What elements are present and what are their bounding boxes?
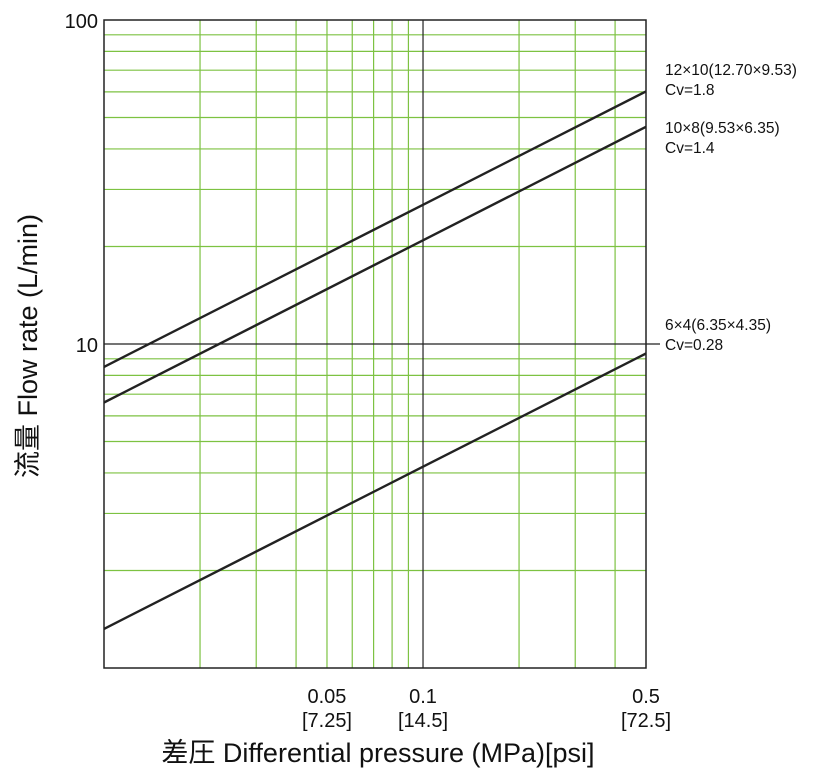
series-label-1: 12×10(12.70×9.53) — [665, 62, 797, 79]
x-tick-sublabel: [7.25] — [302, 710, 352, 732]
plot-border — [103, 19, 647, 669]
series-label-2: 10×8(9.53×6.35) — [665, 120, 780, 137]
series-cv-label-3: Cv=0.28 — [665, 337, 723, 354]
grid — [104, 20, 660, 668]
x-tick-sublabel: [14.5] — [398, 710, 448, 732]
y-tick-label: 100 — [65, 11, 98, 33]
x-tick-label: 0.1 — [409, 686, 437, 708]
series-label-3: 6×4(6.35×4.35) — [665, 317, 771, 334]
series-line-1 — [103, 90, 647, 368]
series-cv-label-1: Cv=1.8 — [665, 82, 715, 99]
plot-frame — [103, 19, 647, 669]
x-tick-sublabel: [72.5] — [621, 710, 671, 732]
x-tick-label: 0.5 — [632, 686, 660, 708]
y-tick-labels: 10 100 — [65, 11, 98, 357]
series-lines — [103, 90, 647, 630]
series-cv-label-2: Cv=1.4 — [665, 140, 715, 157]
x-axis-label: 差圧 Differential pressure (MPa)[psi] — [161, 738, 594, 768]
y-axis-label: 流量 Flow rate (L/min) — [13, 214, 43, 478]
x-tick-labels: 0.05[7.25] 0.1[14.5] 0.5[72.5] — [302, 686, 671, 732]
x-tick-label: 0.05 — [308, 686, 347, 708]
series-line-3 — [103, 352, 647, 630]
series-line-2 — [103, 125, 647, 404]
series-annotations: 12×10(12.70×9.53) Cv=1.8 10×8(9.53×6.35) Cv… — [665, 62, 797, 354]
y-tick-label: 10 — [76, 335, 98, 357]
